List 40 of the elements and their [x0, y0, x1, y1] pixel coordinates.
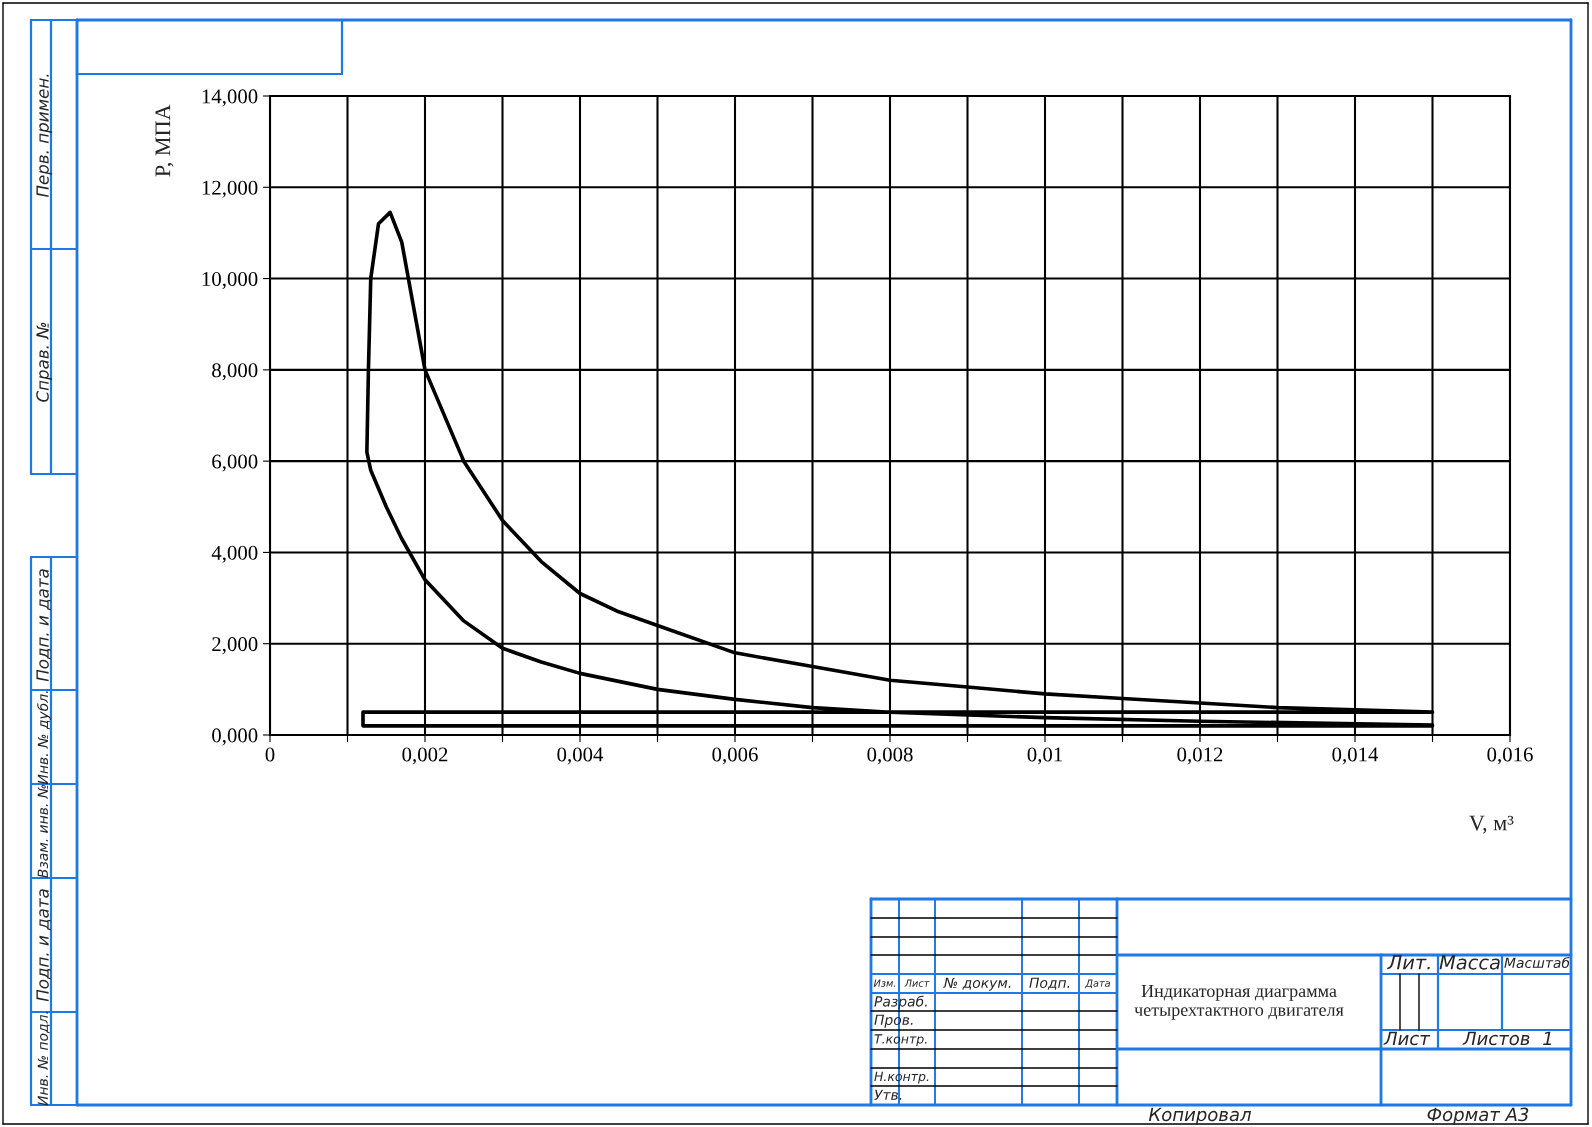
- x-tick-label: 0,01: [1027, 747, 1062, 765]
- y-tick-label: 6,000: [212, 454, 258, 472]
- text: Изм.: [873, 979, 896, 987]
- x-tick-label: 0,002: [402, 747, 448, 765]
- y-tick-label: 12,000: [202, 180, 258, 198]
- text: Инв. № подл.: [37, 1011, 50, 1106]
- text: Дата: [1085, 979, 1110, 989]
- text: Перв. примен.: [36, 74, 53, 198]
- text: Подп.: [1029, 977, 1070, 990]
- y-tick-label: 8,000: [212, 363, 258, 381]
- text: 1: [1543, 1031, 1552, 1045]
- text: Подп. и дата: [36, 569, 51, 682]
- text: Масса: [1439, 955, 1500, 970]
- text: Инв. № дубл.: [37, 691, 51, 785]
- y-tick-label: 14,000: [202, 89, 258, 107]
- y-tick-label: 0,000: [212, 728, 258, 746]
- text: Лист: [904, 979, 930, 987]
- text: Лит.: [1387, 955, 1430, 970]
- y-axis-title: P, МПА: [155, 104, 174, 177]
- text: Подп. и дата: [36, 889, 51, 1002]
- x-tick-label: 0,014: [1332, 747, 1379, 765]
- text: Листов: [1462, 1031, 1530, 1046]
- x-tick-label: 0: [265, 747, 275, 762]
- text: № докум.: [943, 977, 1011, 991]
- x-tick-label: 0,008: [867, 747, 913, 765]
- x-tick-label: 0,016: [1487, 747, 1533, 765]
- x-axis-title: V, м³: [1469, 815, 1514, 834]
- text: Формат А3: [1427, 1107, 1529, 1125]
- text: Справ. №: [36, 322, 53, 402]
- text: Копировал: [1148, 1107, 1252, 1125]
- x-tick-label: 0,004: [557, 747, 604, 765]
- y-tick-label: 2,000: [212, 637, 258, 655]
- text: Масштаб: [1504, 957, 1570, 969]
- x-tick-label: 0,012: [1177, 747, 1223, 765]
- y-tick-label: 4,000: [211, 545, 258, 563]
- x-tick-label: 0,006: [712, 747, 758, 765]
- y-tick-label: 10,000: [202, 271, 258, 289]
- text: Взам. инв. №: [37, 784, 49, 878]
- text: Лист: [1383, 1031, 1431, 1046]
- text: Индикаторная диаграмма четырехтактного двигателя: [1134, 985, 1344, 1020]
